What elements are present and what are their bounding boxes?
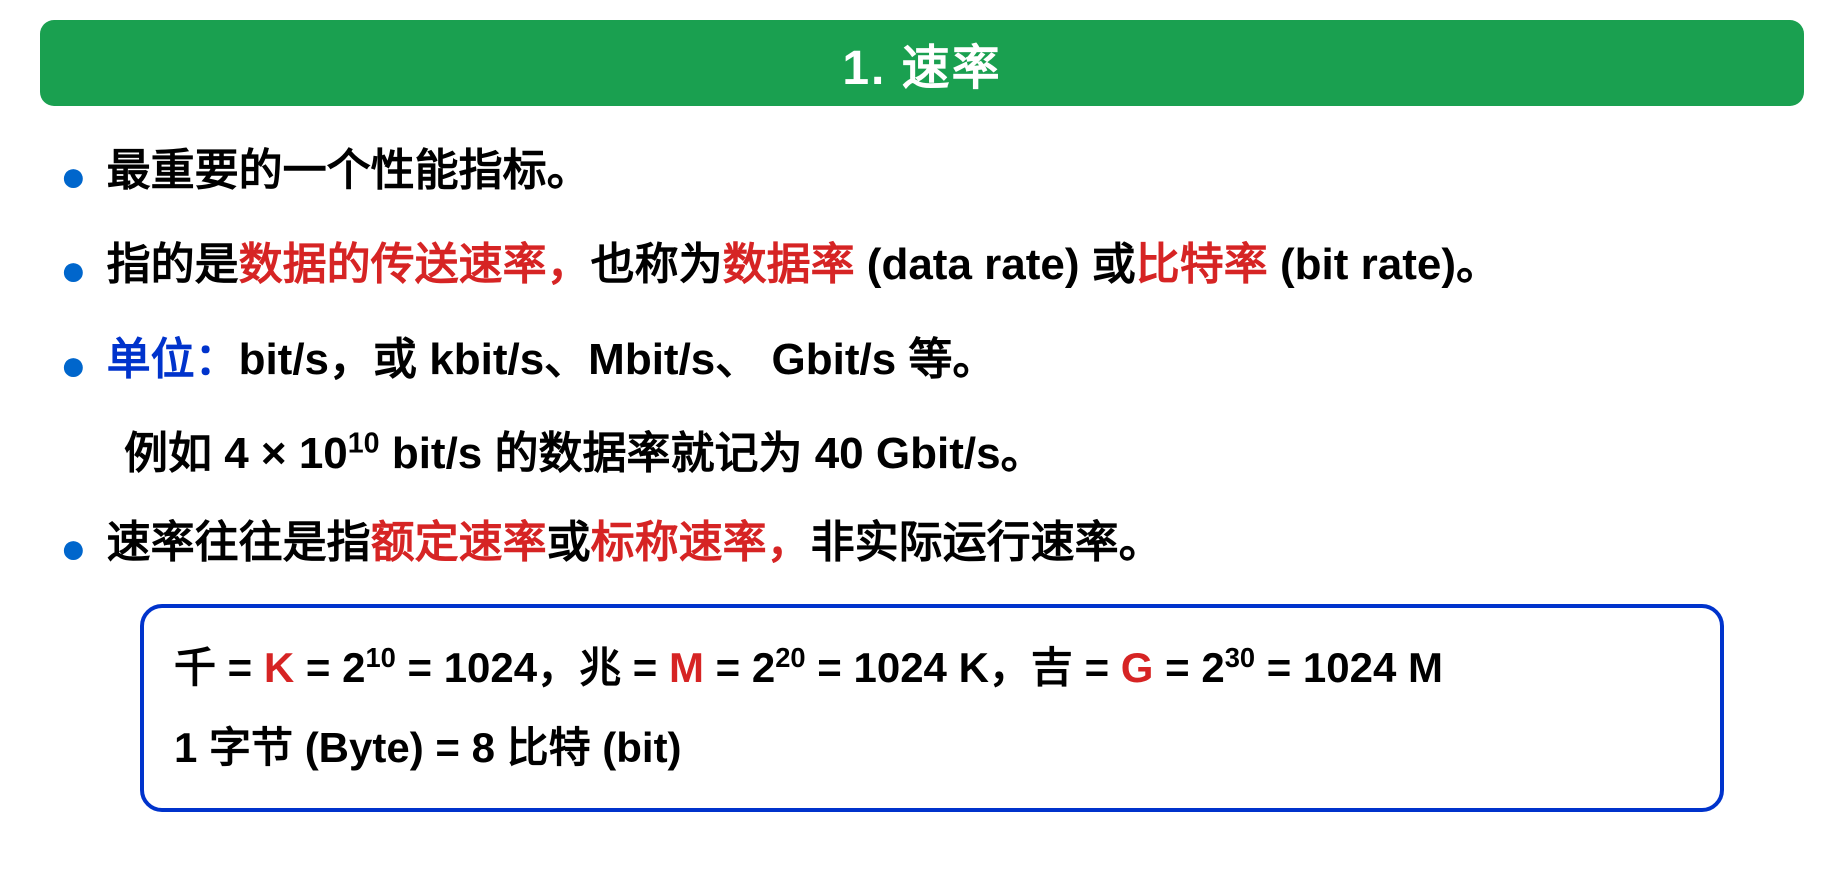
bullet-3-example: 例如 4 × 1010 bit/s 的数据率就记为 40 Gbit/s。 xyxy=(124,419,1784,489)
bullet-2: ● 指的是数据的传送速率，也称为数据率 (data rate) 或比特率 (bi… xyxy=(60,230,1784,306)
info-box: 千 = K = 210 = 1024，兆 = M = 220 = 1024 K，… xyxy=(140,604,1724,812)
bullet-icon: ● xyxy=(60,514,87,584)
text-part: bit/s，或 kbit/s、Mbit/s、 Gbit/s 等。 xyxy=(239,335,997,384)
text-part: 例如 4 × 10 xyxy=(124,429,348,478)
text-part: = 1024 K，吉 = xyxy=(806,644,1121,691)
bullet-4: ● 速率往往是指额定速率或标称速率，非实际运行速率。 xyxy=(60,508,1784,584)
superscript: 30 xyxy=(1225,642,1255,673)
bullet-3: ● 单位：bit/s，或 kbit/s、Mbit/s、 Gbit/s 等。 xyxy=(60,325,1784,401)
text-part: (data rate) 或 xyxy=(855,240,1136,289)
superscript: 10 xyxy=(348,428,380,460)
text-part: = 1024 M xyxy=(1255,644,1443,691)
highlight-red: 数据的传送速率， xyxy=(239,240,591,289)
bullet-1: ● 最重要的一个性能指标。 xyxy=(60,136,1784,212)
text-part: 或 xyxy=(547,518,591,567)
text-part: = 2 xyxy=(1153,644,1224,691)
superscript: 20 xyxy=(775,642,805,673)
bullet-icon: ● xyxy=(60,236,87,306)
text-part: 速率往往是指 xyxy=(107,518,371,567)
text-part: 指的是 xyxy=(107,240,239,289)
text-part: = 2 xyxy=(294,644,365,691)
highlight-red: 额定速率 xyxy=(371,518,547,567)
text-part: 千 = xyxy=(174,644,264,691)
text-part: = 1024，兆 = xyxy=(396,644,669,691)
box-line-2: 1 字节 (Byte) = 8 比特 (bit) xyxy=(174,708,1690,788)
bullet-icon: ● xyxy=(60,142,87,212)
section-title: 1. 速率 xyxy=(40,20,1804,106)
highlight-blue: 单位： xyxy=(107,335,239,384)
highlight-red: G xyxy=(1121,644,1154,691)
box-line-1: 千 = K = 210 = 1024，兆 = M = 220 = 1024 K，… xyxy=(174,628,1690,708)
text-part: (bit rate)。 xyxy=(1268,240,1500,289)
bullet-icon: ● xyxy=(60,331,87,401)
bullet-4-text: 速率往往是指额定速率或标称速率，非实际运行速率。 xyxy=(107,508,1784,578)
bullet-3-text: 单位：bit/s，或 kbit/s、Mbit/s、 Gbit/s 等。 xyxy=(107,325,1784,395)
slide-content: ● 最重要的一个性能指标。 ● 指的是数据的传送速率，也称为数据率 (data … xyxy=(40,136,1804,812)
bullet-1-text: 最重要的一个性能指标。 xyxy=(107,136,1784,206)
text-part: = 2 xyxy=(704,644,775,691)
text-part: 非实际运行速率。 xyxy=(811,518,1163,567)
highlight-red: 标称速率， xyxy=(591,518,811,567)
highlight-red: 数据率 xyxy=(723,240,855,289)
text-part: 也称为 xyxy=(591,240,723,289)
text-part: bit/s 的数据率就记为 40 Gbit/s。 xyxy=(380,429,1045,478)
highlight-red: 比特率 xyxy=(1136,240,1268,289)
superscript: 10 xyxy=(365,642,395,673)
highlight-red: K xyxy=(264,644,294,691)
bullet-2-text: 指的是数据的传送速率，也称为数据率 (data rate) 或比特率 (bit … xyxy=(107,230,1784,300)
highlight-red: M xyxy=(669,644,704,691)
